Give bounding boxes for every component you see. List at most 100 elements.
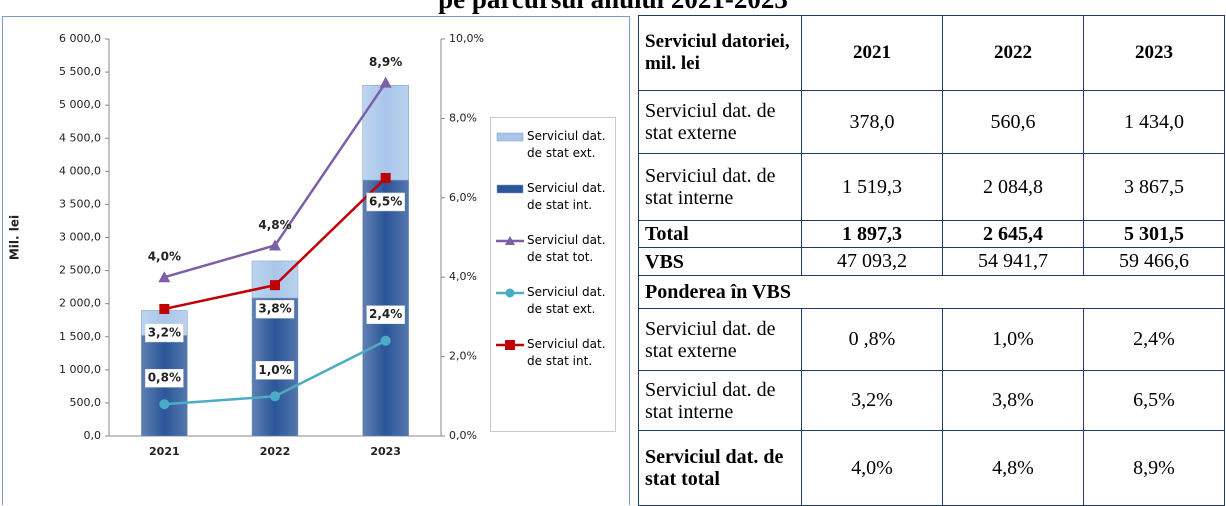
cell: 1,0% [942,308,1084,371]
legend-item: Serviciul dat. de stat ext. [495,284,613,336]
cell: Total [638,220,802,248]
swatch-marker [505,236,515,245]
data-label: 1,0% [258,363,291,377]
y-tick-label: 5 500,0 [59,65,101,78]
cell: Serviciul dat. de stat externe [638,308,802,371]
cell: 378,0 [801,90,943,154]
header-cell: 2022 [942,15,1084,91]
y-tick-label: 4 500,0 [59,131,101,144]
data-label: 2,4% [369,307,402,321]
header-cell: 2023 [1083,15,1225,91]
cell: 0 ,8% [801,308,943,371]
cell: Serviciul dat. de stat interne [638,153,802,221]
legend-swatch [496,288,524,298]
table-row: Serviciul dat. de stat interne 1 519,3 2 0… [638,153,1225,221]
legend-label: Serviciul dat. de stat int. [527,337,606,368]
bar [362,84,409,181]
y-tick-label: 500,0 [70,396,102,409]
data-table: Serviciul datoriei, mil. lei 2021 2022 2… [638,15,1225,506]
y-axis-label: Mil. lei [8,215,22,260]
cell: 47 093,2 [801,247,943,276]
data-label: 8,9% [369,55,402,69]
table-row: VBS 47 093,2 54 941,7 59 466,6 [638,247,1225,276]
data-label: 3,8% [258,302,291,316]
y2-tick-label: 2,0% [449,350,477,363]
y-tick-label: 2 500,0 [59,264,101,277]
marker [269,239,281,251]
data-label: 4,0% [148,250,181,264]
marker [159,399,170,410]
y-tick-label: 3 500,0 [59,197,101,210]
y2-tick-label: 8,0% [449,111,477,124]
table-row: Serviciul dat. de stat total 4,0% 4,8% 8,9% [638,430,1225,506]
table-header: Serviciul datoriei, mil. lei 2021 2022 2… [638,15,1225,91]
header-cell: Serviciul datoriei, mil. lei [638,15,802,91]
marker [270,391,280,402]
cell: Serviciul dat. de stat interne [638,370,802,431]
legend-item: Serviciul dat. de stat tot. [495,232,613,284]
header-cell: 2021 [801,15,943,91]
cell: 3 867,5 [1083,153,1225,221]
table-row: Total 1 897,3 2 645,4 5 301,5 [638,220,1225,248]
y2-tick-label: 6,0% [449,191,477,204]
label-box [255,299,295,319]
cell: VBS [638,247,802,276]
y-tick-label: 4 000,0 [59,164,101,177]
swatch [496,184,524,194]
y2-tick-label: 10,0% [449,32,484,45]
table-row: Serviciul dat. de stat externe 378,0 560,6… [638,90,1225,154]
cell: 59 466,6 [1083,247,1225,276]
data-label: 4,8% [258,218,291,232]
cell: 5 301,5 [1083,220,1225,248]
cell: 1 519,3 [801,153,943,221]
cell: 6,5% [1083,370,1225,431]
cell: 560,6 [942,90,1084,154]
y-tick-label: 2 000,0 [59,297,101,310]
label-box [366,192,405,212]
swatch-marker [505,288,515,298]
cell: 54 941,7 [942,247,1084,276]
marker [158,271,171,283]
table-row: Ponderea în VBS [638,275,1225,309]
page-title: pe parcursul anului 2021-2023 [0,0,1226,15]
legend-swatch [496,132,524,142]
marker [270,280,280,291]
legend-label: Serviciul dat. de stat ext. [527,129,606,160]
label-box [145,368,184,388]
cell: 4,8% [942,430,1084,506]
swatch-marker [505,340,515,350]
cell: Serviciul dat. de stat externe [638,90,802,154]
marker [159,303,170,314]
cell: 4,0% [801,430,943,506]
cell: Serviciul dat. de stat total [638,430,802,506]
y-tick-label: 3 000,0 [59,231,101,244]
section-cell: Ponderea în VBS [638,275,1225,309]
y-tick-label: 0,0 [84,429,102,442]
cell: 2,4% [1083,308,1225,371]
legend-item: Serviciul dat. de stat ext. [495,128,613,180]
label-box [255,361,295,380]
label-box [366,305,405,324]
chart: 0,0 500,0 1 000,0 1 500,0 2 000,0 2 500,0 3 00… [8,32,484,458]
table-row: Serviciul dat. de stat interne 3,2% 3,8% 6,… [638,370,1225,431]
cell: 2 084,8 [942,153,1084,221]
y2-tick-label: 0,0% [449,429,477,442]
marker [380,172,391,183]
legend-label: Serviciul dat. de stat int. [527,181,606,212]
y-tick-label: 1 000,0 [59,363,101,376]
legend-label: Serviciul dat. de stat tot. [527,233,606,264]
cell: 1 897,3 [801,220,943,248]
legend-label: Serviciul dat. de stat ext. [527,285,606,316]
x-tick-label: 2022 [260,445,291,458]
bar [251,260,299,299]
legend-swatch [496,236,524,245]
data-label: 0,8% [148,371,181,385]
label-box [145,323,184,343]
table-row: Serviciul dat. de stat externe 0 ,8% 1,0% 2… [638,308,1225,371]
y-tick-label: 6 000,0 [59,32,101,45]
cell: 2 645,4 [942,220,1084,248]
cell: 8,9% [1083,430,1225,506]
x-tick-label: 2021 [149,445,180,458]
data-label: 6,5% [369,194,402,208]
